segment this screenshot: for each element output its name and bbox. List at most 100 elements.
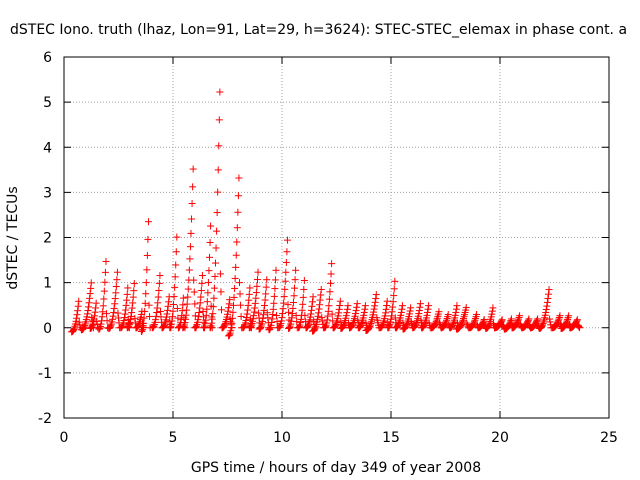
- data-point: [252, 289, 260, 297]
- data-point: [156, 272, 164, 280]
- data-point: [419, 323, 427, 331]
- data-point: [81, 322, 89, 330]
- data-point: [533, 316, 541, 324]
- data-point: [565, 312, 573, 320]
- data-point: [69, 327, 77, 335]
- data-point: [91, 308, 99, 316]
- data-point: [160, 321, 168, 329]
- data-point: [88, 323, 96, 331]
- data-point: [149, 324, 157, 332]
- data-point: [74, 302, 82, 310]
- data-point: [325, 295, 333, 303]
- data-point: [271, 276, 279, 284]
- data-point: [300, 285, 308, 293]
- data-point: [91, 312, 99, 320]
- data-point: [168, 313, 176, 321]
- data-point: [544, 294, 552, 302]
- data-point: [234, 192, 242, 200]
- data-point: [397, 308, 405, 316]
- data-point: [192, 322, 200, 330]
- data-point: [123, 296, 131, 304]
- data-point: [216, 270, 224, 278]
- data-point: [99, 308, 107, 316]
- data-point: [273, 312, 281, 320]
- data-point: [282, 258, 290, 266]
- data-point: [101, 268, 109, 276]
- data-point: [443, 316, 451, 324]
- data-point: [232, 251, 240, 259]
- data-point: [307, 306, 315, 314]
- data-point: [391, 277, 399, 285]
- data-point: [84, 307, 92, 315]
- data-point: [143, 266, 151, 274]
- data-point: [366, 322, 374, 330]
- data-point: [74, 307, 82, 315]
- data-point: [201, 320, 209, 328]
- data-point: [299, 300, 307, 308]
- data-point: [485, 321, 493, 329]
- data-point: [564, 315, 572, 323]
- x-axis-title: GPS time / hours of day 349 of year 2008: [191, 460, 481, 476]
- data-point: [515, 315, 523, 323]
- data-point: [347, 323, 355, 331]
- data-point: [318, 314, 326, 322]
- data-point: [289, 299, 297, 307]
- data-point: [179, 301, 187, 309]
- data-point: [168, 317, 176, 325]
- data-point: [451, 311, 459, 319]
- data-point: [261, 296, 269, 304]
- data-point: [107, 322, 115, 330]
- data-point: [425, 302, 433, 310]
- data-point: [232, 263, 240, 271]
- data-point: [184, 285, 192, 293]
- data-point: [292, 266, 300, 274]
- data-point: [245, 290, 253, 298]
- data-point: [185, 266, 193, 274]
- data-point: [214, 166, 222, 174]
- data-point: [317, 291, 325, 299]
- data-point: [480, 317, 488, 325]
- data-point: [253, 282, 261, 290]
- data-point: [289, 304, 297, 312]
- data-point: [250, 308, 258, 316]
- y-tick-label: 6: [43, 50, 52, 66]
- data-point: [421, 320, 429, 328]
- data-point: [207, 222, 215, 230]
- data-point: [423, 311, 431, 319]
- data-point: [191, 312, 199, 320]
- data-point: [190, 276, 198, 284]
- data-point: [372, 295, 380, 303]
- data-point: [575, 323, 583, 331]
- data-point: [262, 290, 270, 298]
- data-point: [352, 310, 360, 318]
- data-point: [270, 292, 278, 300]
- data-point: [297, 315, 305, 323]
- data-point: [318, 317, 326, 325]
- data-point: [307, 310, 315, 318]
- data-point: [209, 303, 217, 311]
- data-point: [398, 305, 406, 313]
- data-point: [398, 302, 406, 310]
- data-point: [371, 302, 379, 310]
- data-point: [263, 276, 271, 284]
- data-point: [174, 314, 182, 322]
- data-point: [272, 266, 280, 274]
- data-point: [234, 208, 242, 216]
- data-point: [86, 294, 94, 302]
- data-point: [231, 284, 239, 292]
- data-point: [166, 323, 174, 331]
- data-point: [555, 315, 563, 323]
- data-point: [103, 310, 111, 318]
- data-point: [473, 310, 481, 318]
- data-point: [203, 298, 211, 306]
- data-point: [576, 324, 584, 332]
- data-point: [118, 322, 126, 330]
- data-point: [237, 312, 245, 320]
- data-point: [117, 324, 125, 332]
- data-point: [406, 307, 414, 315]
- data-point: [324, 307, 332, 315]
- data-point: [142, 290, 150, 298]
- data-point: [268, 315, 276, 323]
- data-point: [210, 294, 218, 302]
- data-point: [323, 316, 331, 324]
